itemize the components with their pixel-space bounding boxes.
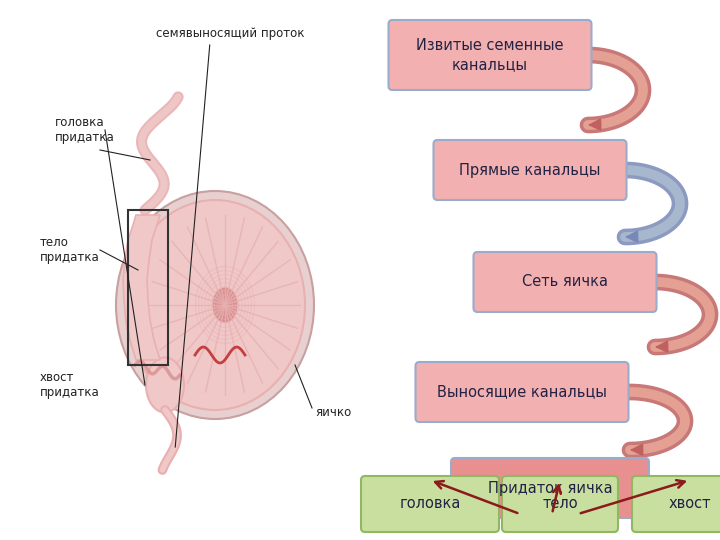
Text: Сеть яичка: Сеть яичка: [522, 274, 608, 289]
Bar: [128, 210, 168, 365]
Text: Придаток яичка: Придаток яичка: [487, 481, 612, 496]
Ellipse shape: [125, 200, 305, 410]
FancyBboxPatch shape: [433, 140, 626, 200]
Text: Выносящие канальцы: Выносящие канальцы: [437, 384, 607, 400]
Text: хвост
придатка: хвост придатка: [40, 371, 100, 399]
FancyBboxPatch shape: [361, 476, 499, 532]
Ellipse shape: [146, 357, 184, 413]
FancyBboxPatch shape: [632, 476, 720, 532]
Ellipse shape: [212, 287, 238, 322]
FancyBboxPatch shape: [415, 362, 629, 422]
Bar: [0, 0, 350, 540]
Text: Извитые семенные
канальцы: Извитые семенные канальцы: [416, 38, 564, 72]
Text: хвост: хвост: [669, 496, 711, 511]
Text: семявыносящий проток: семявыносящий проток: [156, 27, 305, 40]
Text: яичко: яичко: [315, 406, 351, 419]
FancyBboxPatch shape: [389, 20, 592, 90]
FancyBboxPatch shape: [451, 458, 649, 518]
Polygon shape: [123, 215, 160, 360]
Text: головка
придатка: головка придатка: [55, 116, 114, 144]
Text: тело: тело: [542, 496, 578, 511]
Text: Прямые канальцы: Прямые канальцы: [459, 163, 600, 178]
Text: тело
придатка: тело придатка: [40, 236, 100, 264]
Ellipse shape: [116, 191, 314, 419]
FancyBboxPatch shape: [502, 476, 618, 532]
Text: головка: головка: [400, 496, 461, 511]
FancyBboxPatch shape: [474, 252, 657, 312]
